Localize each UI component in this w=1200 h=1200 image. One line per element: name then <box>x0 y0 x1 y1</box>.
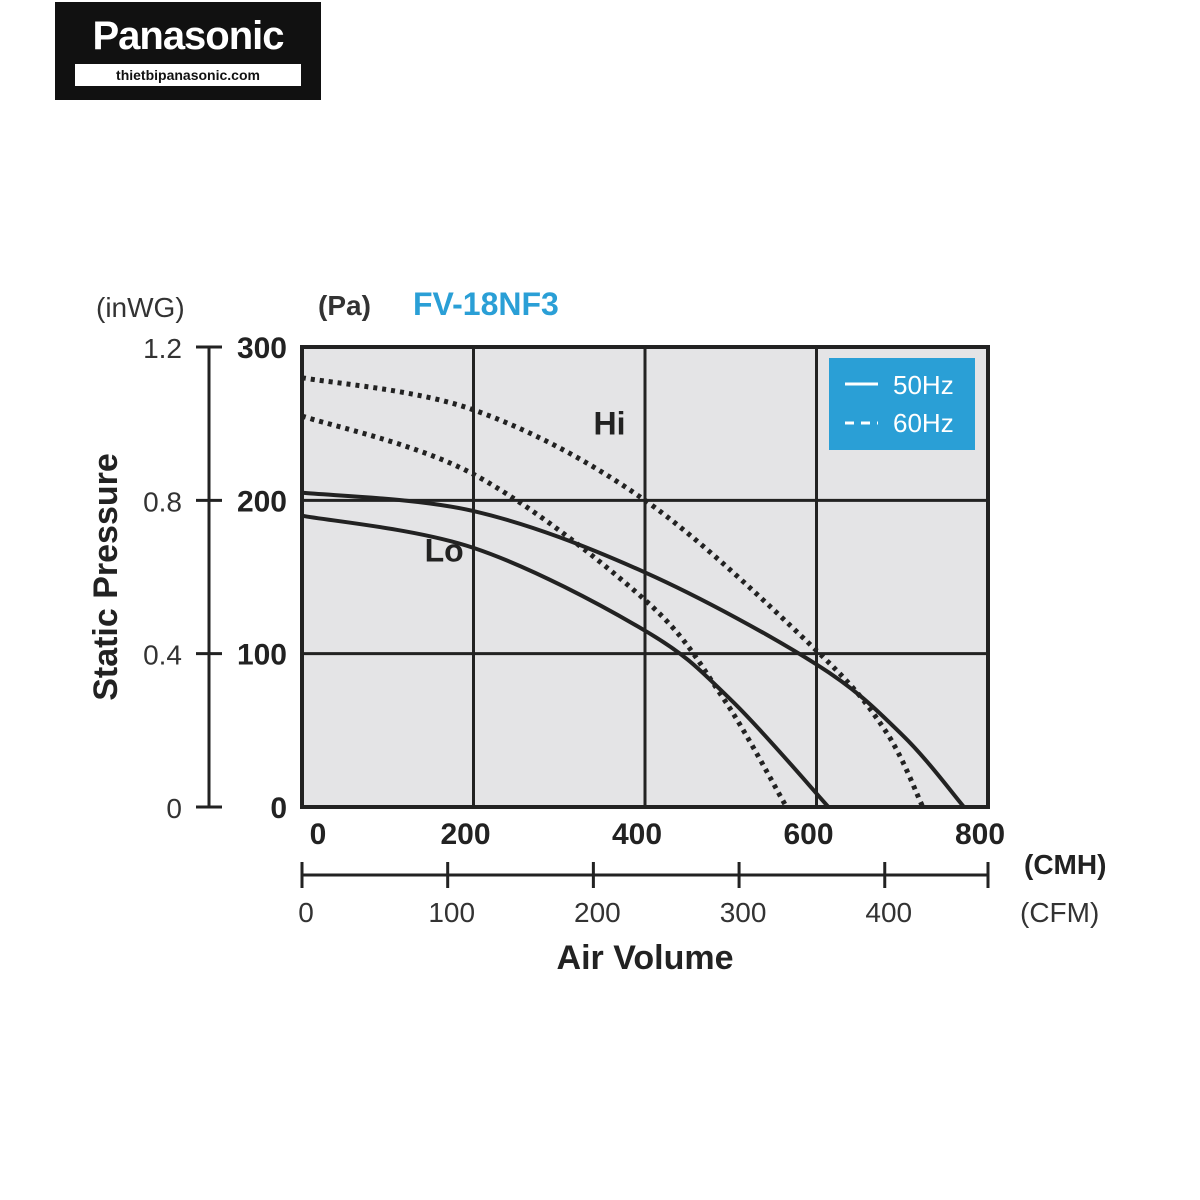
curves <box>301 375 966 809</box>
curve-hi-50hz <box>301 490 966 809</box>
x-zero-label: 0 <box>310 818 327 851</box>
curve-hi-60hz <box>301 375 926 809</box>
y2-tick-label: 0.4 <box>143 640 182 671</box>
x2-tick-label: 200 <box>574 897 621 928</box>
logo-site: thietbipanasonic.com <box>75 64 301 86</box>
x-tick-label: 800 <box>955 818 1005 851</box>
x2-tick-label: 300 <box>720 897 767 928</box>
y-tick-label: 100 <box>237 639 287 672</box>
x2-tick-label: 400 <box>865 897 912 928</box>
x2-tick-label: 100 <box>428 897 475 928</box>
y-tick-label: 0 <box>270 792 287 825</box>
legend-box <box>829 358 975 450</box>
y-unit: (Pa) <box>318 290 371 321</box>
x-tick-label: 600 <box>783 818 833 851</box>
x-tick-label: 400 <box>612 818 662 851</box>
x-unit: (CMH) <box>1024 849 1106 880</box>
curve-lo-60hz <box>301 413 789 809</box>
x-tick-label: 200 <box>440 818 490 851</box>
x-axis-label: Air Volume <box>557 939 734 977</box>
x2-tick-label: 0 <box>298 897 314 928</box>
y2-tick-label: 1.2 <box>143 333 182 364</box>
chart-title: FV-18NF3 <box>413 286 559 322</box>
annotation-lo: Lo <box>425 533 464 569</box>
y2-tick-label: 0 <box>166 793 182 824</box>
logo-brand: Panasonic <box>92 14 284 58</box>
x2-unit: (CFM) <box>1020 897 1099 928</box>
curve-lo-50hz <box>301 513 830 809</box>
y2-tick-label: 0.8 <box>143 486 182 517</box>
legend-60hz: 60Hz <box>893 408 954 438</box>
legend-50hz: 50Hz <box>893 370 954 400</box>
y-tick-label: 200 <box>237 485 287 518</box>
plot-border <box>300 345 990 809</box>
y-axis-label: Static Pressure <box>87 453 125 701</box>
annotation-hi: Hi <box>594 405 626 441</box>
y-tick-label: 300 <box>237 332 287 365</box>
panasonic-logo: Panasonic thietbipanasonic.com <box>55 2 321 100</box>
y2-unit: (inWG) <box>96 292 185 323</box>
